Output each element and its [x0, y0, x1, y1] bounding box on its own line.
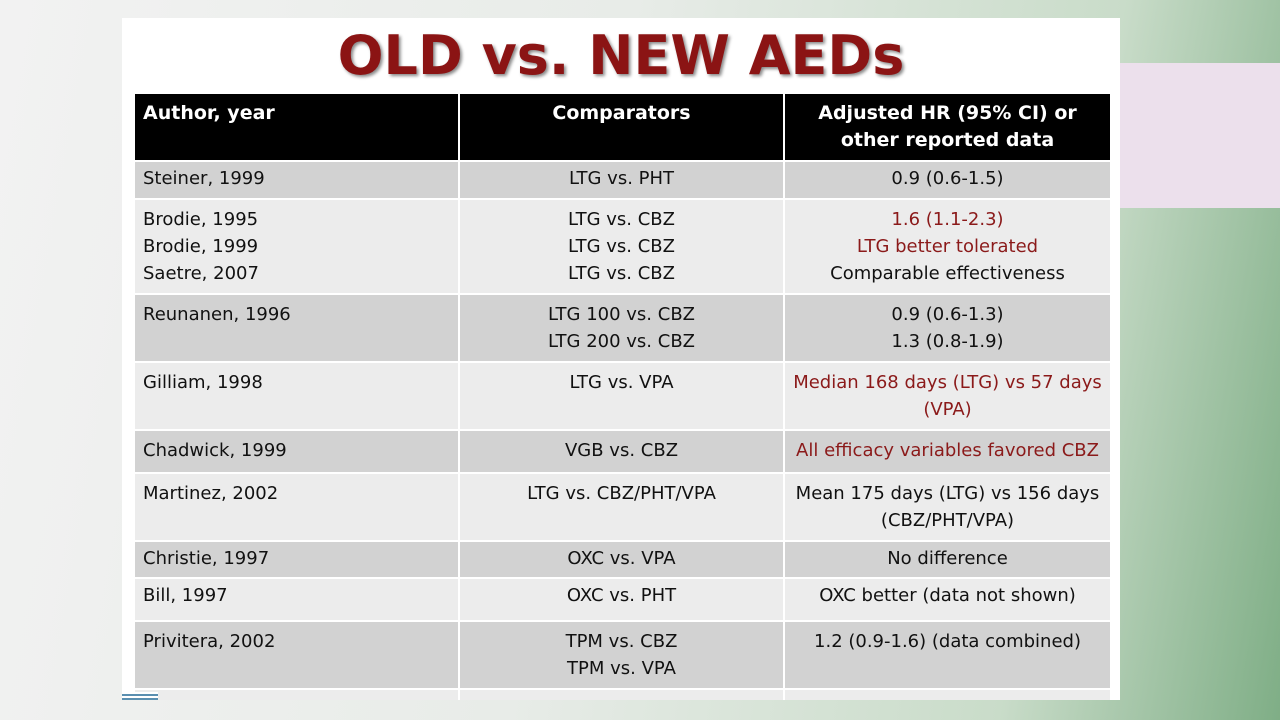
table-row: Christie, 1997 OXC vs. VPA No difference: [133, 540, 1112, 579]
table-cell: Chadwick, 1999: [133, 429, 460, 474]
table-cell: LTG 100 vs. CBZ LTG 200 vs. CBZ: [458, 293, 785, 363]
cell-line: LTG vs. CBZ: [568, 263, 675, 284]
cell-line: 1.2 (0.9-1.6) (data combined): [814, 631, 1081, 652]
table-cell: No difference: [783, 688, 1112, 700]
cell-line: LTG 200 vs. CBZ: [547, 331, 695, 352]
table-cell: Reunanen, 1996: [133, 293, 460, 363]
cell-line: Reunanen, 1996: [143, 304, 291, 325]
cell-line: Martinez, 2002: [143, 483, 279, 504]
cell-line: 0.9 (0.6-1.3): [891, 304, 1004, 325]
table-row: Brodie, 2007 LEV vs. CBZ No difference: [133, 688, 1112, 700]
table-row: Martinez, 2002 LTG vs. CBZ/PHT/VPA Mean 17…: [133, 472, 1112, 542]
cell-line: Chadwick, 1999: [143, 440, 287, 461]
cell-line: Mean 175 days (LTG) vs 156 days (CBZ/PHT…: [795, 483, 1100, 531]
table-cell: LTG vs. CBZ/PHT/VPA: [458, 472, 785, 542]
table-row: Privitera, 2002 TPM vs. CBZ TPM vs. VPA 1.2…: [133, 620, 1112, 690]
table-cell: Privitera, 2002: [133, 620, 460, 690]
cell-line: No difference: [887, 548, 1008, 569]
cell-line: Privitera, 2002: [143, 631, 276, 652]
table-cell: Martinez, 2002: [133, 472, 460, 542]
cell-line: Brodie, 1999: [143, 236, 259, 257]
cell-line: Comparable effectiveness: [830, 263, 1065, 284]
table-cell: 1.2 (0.9-1.6) (data combined): [783, 620, 1112, 690]
table-cell: Christie, 1997: [133, 540, 460, 579]
table-cell: No difference: [783, 540, 1112, 579]
header-cell: Comparators: [458, 92, 785, 162]
table-cell: Median 168 days (LTG) vs 57 days (VPA): [783, 361, 1112, 431]
cell-line: LTG vs. CBZ/PHT/VPA: [527, 483, 716, 504]
cell-line: LTG better tolerated: [856, 236, 1039, 257]
cell-line: Bill, 1997: [143, 585, 228, 606]
table-cell: LTG vs. CBZ LTG vs. CBZ LTG vs. CBZ: [458, 198, 785, 295]
header-row: Author, year Comparators Adjusted HR (95% …: [133, 92, 1112, 162]
table-cell: LEV vs. CBZ: [458, 688, 785, 700]
table-row: Bill, 1997 OXC vs. PHT OXC better (data no…: [133, 577, 1112, 622]
cell-line: All efficacy variables favored CBZ: [796, 440, 1099, 461]
cell-line: VGB vs. CBZ: [564, 440, 679, 461]
cell-line: Saetre, 2007: [143, 263, 259, 284]
table-cell: Steiner, 1999: [133, 160, 460, 200]
decor: [1120, 63, 1280, 208]
table-cell: LTG vs. PHT: [458, 160, 785, 200]
header-cell: Author, year: [133, 92, 460, 162]
header-cell: Adjusted HR (95% CI) or other reported d…: [783, 92, 1112, 162]
table-cell: OXC vs. PHT: [458, 577, 785, 622]
table-row: Reunanen, 1996 LTG 100 vs. CBZ LTG 200 vs.…: [133, 293, 1112, 363]
table-cell: TPM vs. CBZ TPM vs. VPA: [458, 620, 785, 690]
cell-line: LEV vs. CBZ: [468, 696, 775, 700]
cell-line: Steiner, 1999: [143, 168, 265, 189]
cell-line: Median 168 days (LTG) vs 57 days (VPA): [793, 372, 1102, 420]
table-cell: LTG vs. VPA: [458, 361, 785, 431]
table-cell: All efficacy variables favored CBZ: [783, 429, 1112, 474]
cell-line: OXC vs. VPA: [567, 548, 676, 569]
table-cell: Gilliam, 1998: [133, 361, 460, 431]
cell-line: 1.6 (1.1-2.3): [891, 209, 1004, 230]
cell-line: LTG vs. PHT: [568, 168, 675, 189]
cell-line: Brodie, 1995: [143, 209, 259, 230]
table-cell: Brodie, 2007: [133, 688, 460, 700]
table-cell: OXC better (data not shown): [783, 577, 1112, 622]
cell-line: 0.9 (0.6-1.5): [891, 168, 1004, 189]
table-cell: Mean 175 days (LTG) vs 156 days (CBZ/PHT…: [783, 472, 1112, 542]
table-cell: VGB vs. CBZ: [458, 429, 785, 474]
table-cell: 0.9 (0.6-1.5): [783, 160, 1112, 200]
cell-line: 1.3 (0.8-1.9): [891, 331, 1004, 352]
cell-line: TPM vs. CBZ: [565, 631, 678, 652]
title: OLD vs. NEW AEDs: [337, 24, 905, 87]
table-cell: OXC vs. VPA: [458, 540, 785, 579]
table: Author, year Comparators Adjusted HR (95% …: [133, 92, 1112, 700]
table-row: Brodie, 1995 Brodie, 1999 Saetre, 2007 LTG …: [133, 198, 1112, 295]
cell-line: LTG vs. VPA: [569, 372, 674, 393]
table-cell: Bill, 1997: [133, 577, 460, 622]
cell-line: TPM vs. VPA: [567, 658, 676, 679]
table-body: Steiner, 1999 LTG vs. PHT 0.9 (0.6-1.5) Bro…: [133, 160, 1112, 700]
cell-line: Brodie, 2007: [143, 696, 450, 700]
table-cell: 1.6 (1.1-2.3) LTG better tolerated Compara…: [783, 198, 1112, 295]
cell-line: LTG vs. CBZ: [568, 236, 675, 257]
cell-line: No difference: [793, 696, 1102, 700]
cell-line: OXC vs. PHT: [566, 585, 677, 606]
cell-line: LTG 100 vs. CBZ: [547, 304, 695, 325]
decor: [122, 692, 158, 700]
table-row: Chadwick, 1999 VGB vs. CBZ All efficacy va…: [133, 429, 1112, 474]
cell-line: Christie, 1997: [143, 548, 270, 569]
table-cell: 0.9 (0.6-1.3) 1.3 (0.8-1.9): [783, 293, 1112, 363]
cell-line: LTG vs. CBZ: [568, 209, 675, 230]
table-row: Gilliam, 1998 LTG vs. VPA Median 168 days …: [133, 361, 1112, 431]
cell-line: OXC better (data not shown): [819, 585, 1076, 606]
slide: OLD vs. NEW AEDs Author, year Comparators…: [122, 18, 1120, 700]
table-cell: Brodie, 1995 Brodie, 1999 Saetre, 2007: [133, 198, 460, 295]
table-row: Steiner, 1999 LTG vs. PHT 0.9 (0.6-1.5): [133, 160, 1112, 200]
cell-line: Gilliam, 1998: [143, 372, 263, 393]
